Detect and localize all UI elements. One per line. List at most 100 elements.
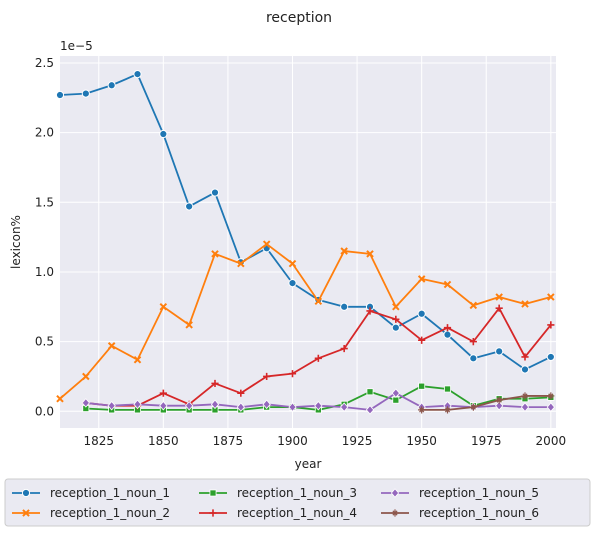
data-point [263, 372, 271, 381]
legend-marker [391, 509, 399, 517]
data-point [159, 303, 168, 311]
data-point [443, 406, 452, 414]
data-point [133, 70, 142, 79]
x-tick-label: 2000 [536, 434, 567, 448]
data-point [107, 400, 116, 411]
data-point [159, 129, 168, 139]
data-point [366, 388, 374, 396]
data-point [418, 382, 426, 390]
x-tick-label: 1950 [406, 434, 437, 448]
x-tick-label: 1975 [471, 434, 502, 448]
y-axis: 0.0 0.5 1.0 1.5 2.0 2.5 [35, 56, 54, 418]
data-point [314, 400, 323, 411]
series-reception_1_noun_6 [418, 392, 555, 414]
legend-item: reception_1_noun_5 [381, 486, 539, 500]
grid-lines [60, 56, 556, 428]
data-point [107, 81, 116, 90]
data-point [444, 385, 451, 393]
data-point [366, 307, 374, 315]
y-tick-label: 1.5 [35, 195, 54, 209]
legend-label: reception_1_noun_3 [237, 486, 357, 500]
data-point [417, 275, 426, 283]
legend-label: reception_1_noun_1 [50, 486, 170, 500]
x-axis: 1825 1850 1875 1900 1925 1950 1975 2000 [83, 434, 566, 448]
data-point [185, 202, 194, 211]
data-point [211, 379, 219, 388]
data-point [547, 293, 555, 301]
data-point [392, 303, 400, 311]
data-point [107, 342, 116, 350]
data-point [521, 300, 529, 308]
x-tick-label: 1875 [213, 434, 244, 448]
data-point [392, 396, 400, 404]
data-point [392, 315, 400, 323]
data-point [185, 400, 194, 411]
data-point [365, 405, 375, 415]
data-point [236, 402, 245, 412]
data-point [185, 321, 193, 329]
data-point [546, 352, 555, 362]
data-point [56, 394, 64, 403]
data-point [340, 302, 349, 311]
legend-item: reception_1_noun_1 [12, 486, 170, 500]
data-point [495, 400, 504, 411]
legend-label: reception_1_noun_4 [237, 506, 357, 520]
series-reception_1_noun_4 [82, 304, 555, 410]
data-point [262, 399, 271, 410]
data-point [547, 392, 555, 400]
data-point [418, 336, 426, 344]
data-point [82, 372, 90, 381]
data-point [159, 389, 167, 397]
legend-label: reception_1_noun_5 [419, 486, 539, 500]
legend-marker [390, 488, 400, 498]
legend-label: reception_1_noun_6 [419, 506, 539, 520]
data-point [495, 347, 504, 356]
legend-item: reception_1_noun_4 [199, 506, 357, 520]
data-point [340, 247, 348, 255]
data-point [288, 402, 297, 412]
data-point [314, 297, 323, 305]
legend-item: reception_1_noun_6 [381, 506, 539, 520]
data-point [546, 402, 555, 412]
data-point [55, 90, 65, 100]
legend-marker [209, 509, 217, 517]
x-tick-label: 1925 [342, 434, 373, 448]
data-point [418, 406, 426, 414]
data-point [469, 354, 478, 363]
series-layer [55, 70, 555, 415]
x-tick-label: 1825 [83, 434, 114, 448]
data-point [237, 259, 245, 268]
legend-item: reception_1_noun_2 [12, 506, 170, 520]
data-point [81, 398, 90, 408]
data-point [495, 293, 503, 301]
data-point [443, 330, 452, 339]
data-point [288, 279, 297, 288]
data-point [340, 344, 348, 353]
legend-label: reception_1_noun_2 [50, 506, 170, 520]
data-point [520, 365, 530, 374]
y-tick-label: 0.0 [35, 404, 54, 418]
legend-item: reception_1_noun_3 [199, 486, 357, 500]
y-tick-label: 0.5 [35, 335, 54, 349]
data-point [133, 399, 142, 410]
data-point [340, 402, 349, 412]
series-reception_1_noun_5 [81, 388, 555, 415]
series-line [59, 73, 552, 371]
data-point [391, 388, 400, 398]
y-scale-label: 1e−5 [60, 39, 93, 53]
x-axis-label: year [295, 457, 322, 471]
data-point [521, 353, 529, 361]
data-point [547, 321, 555, 329]
data-point [366, 250, 374, 258]
data-point [210, 399, 220, 410]
y-tick-label: 1.0 [35, 265, 54, 279]
legend: reception_1_noun_1 reception_1_noun_2 rece… [4, 478, 591, 527]
series-line [421, 395, 551, 411]
data-point [210, 188, 220, 197]
y-tick-label: 2.0 [35, 126, 54, 140]
legend-frame [4, 478, 591, 527]
data-point [237, 389, 245, 397]
data-point [314, 354, 322, 362]
series-reception_1_noun_2 [56, 240, 555, 403]
